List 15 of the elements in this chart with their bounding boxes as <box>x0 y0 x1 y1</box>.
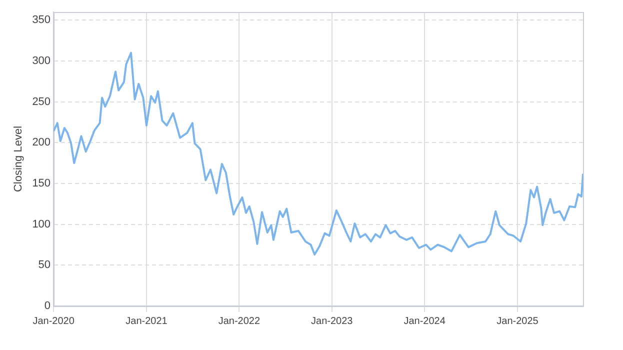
y-tick-label: 50 <box>38 259 51 272</box>
y-tick-label: 100 <box>32 218 51 230</box>
y-axis-title: Closing Level <box>12 126 25 192</box>
y-tick-label: 250 <box>32 96 51 108</box>
x-tick-label: Jan-2020 <box>32 316 75 327</box>
y-tick-label: 0 <box>44 300 51 312</box>
x-tick-label: Jan-2021 <box>126 316 168 327</box>
y-tick-label: 200 <box>32 136 51 149</box>
x-tick-label: Jan-2024 <box>404 316 446 327</box>
y-tick-label: 150 <box>32 178 51 190</box>
y-tick-label: 350 <box>32 14 51 26</box>
y-tick-label: 300 <box>32 55 51 68</box>
x-tick-label: Jan-2023 <box>311 316 354 327</box>
x-tick-label: Jan-2022 <box>218 316 260 327</box>
x-tick-label: Jan-2025 <box>496 316 539 327</box>
